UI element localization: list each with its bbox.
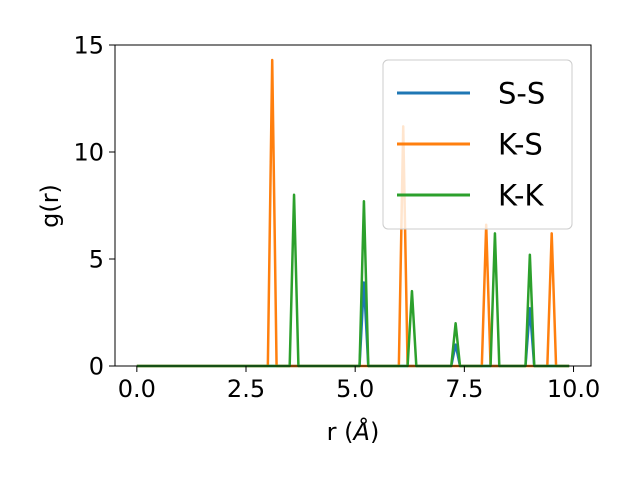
legend: S-S K-S K-K	[382, 59, 573, 230]
legend-label-k-k: K-K	[498, 179, 544, 213]
x-tick-label: 5.0	[336, 375, 374, 403]
x-tick-label: 2.5	[227, 375, 265, 403]
x-tick-label: 7.5	[445, 375, 483, 403]
y-tick-label: 5	[89, 246, 104, 274]
x-axis-label-symbol: Å	[352, 417, 370, 446]
legend-items: S-S K-S K-K	[397, 77, 545, 213]
legend-label-s-s: S-S	[498, 77, 545, 111]
series-line-s-s	[136, 281, 570, 368]
x-axis-ticks: 0.0 2.5 5.0 7.5 10.0	[118, 366, 600, 403]
x-axis-label: r (Å)	[327, 417, 380, 446]
x-tick-label: 0.0	[118, 375, 156, 403]
y-axis-label: g(r)	[36, 184, 64, 228]
legend-label-k-s: K-S	[498, 128, 543, 162]
y-axis-ticks: 0 5 10 15	[73, 32, 115, 381]
y-tick-label: 0	[89, 353, 104, 381]
legend-box	[382, 59, 573, 230]
y-tick-label: 10	[73, 139, 104, 167]
plot-frame	[114, 44, 592, 367]
y-tick-label: 15	[73, 32, 104, 60]
x-tick-label: 10.0	[547, 375, 600, 403]
